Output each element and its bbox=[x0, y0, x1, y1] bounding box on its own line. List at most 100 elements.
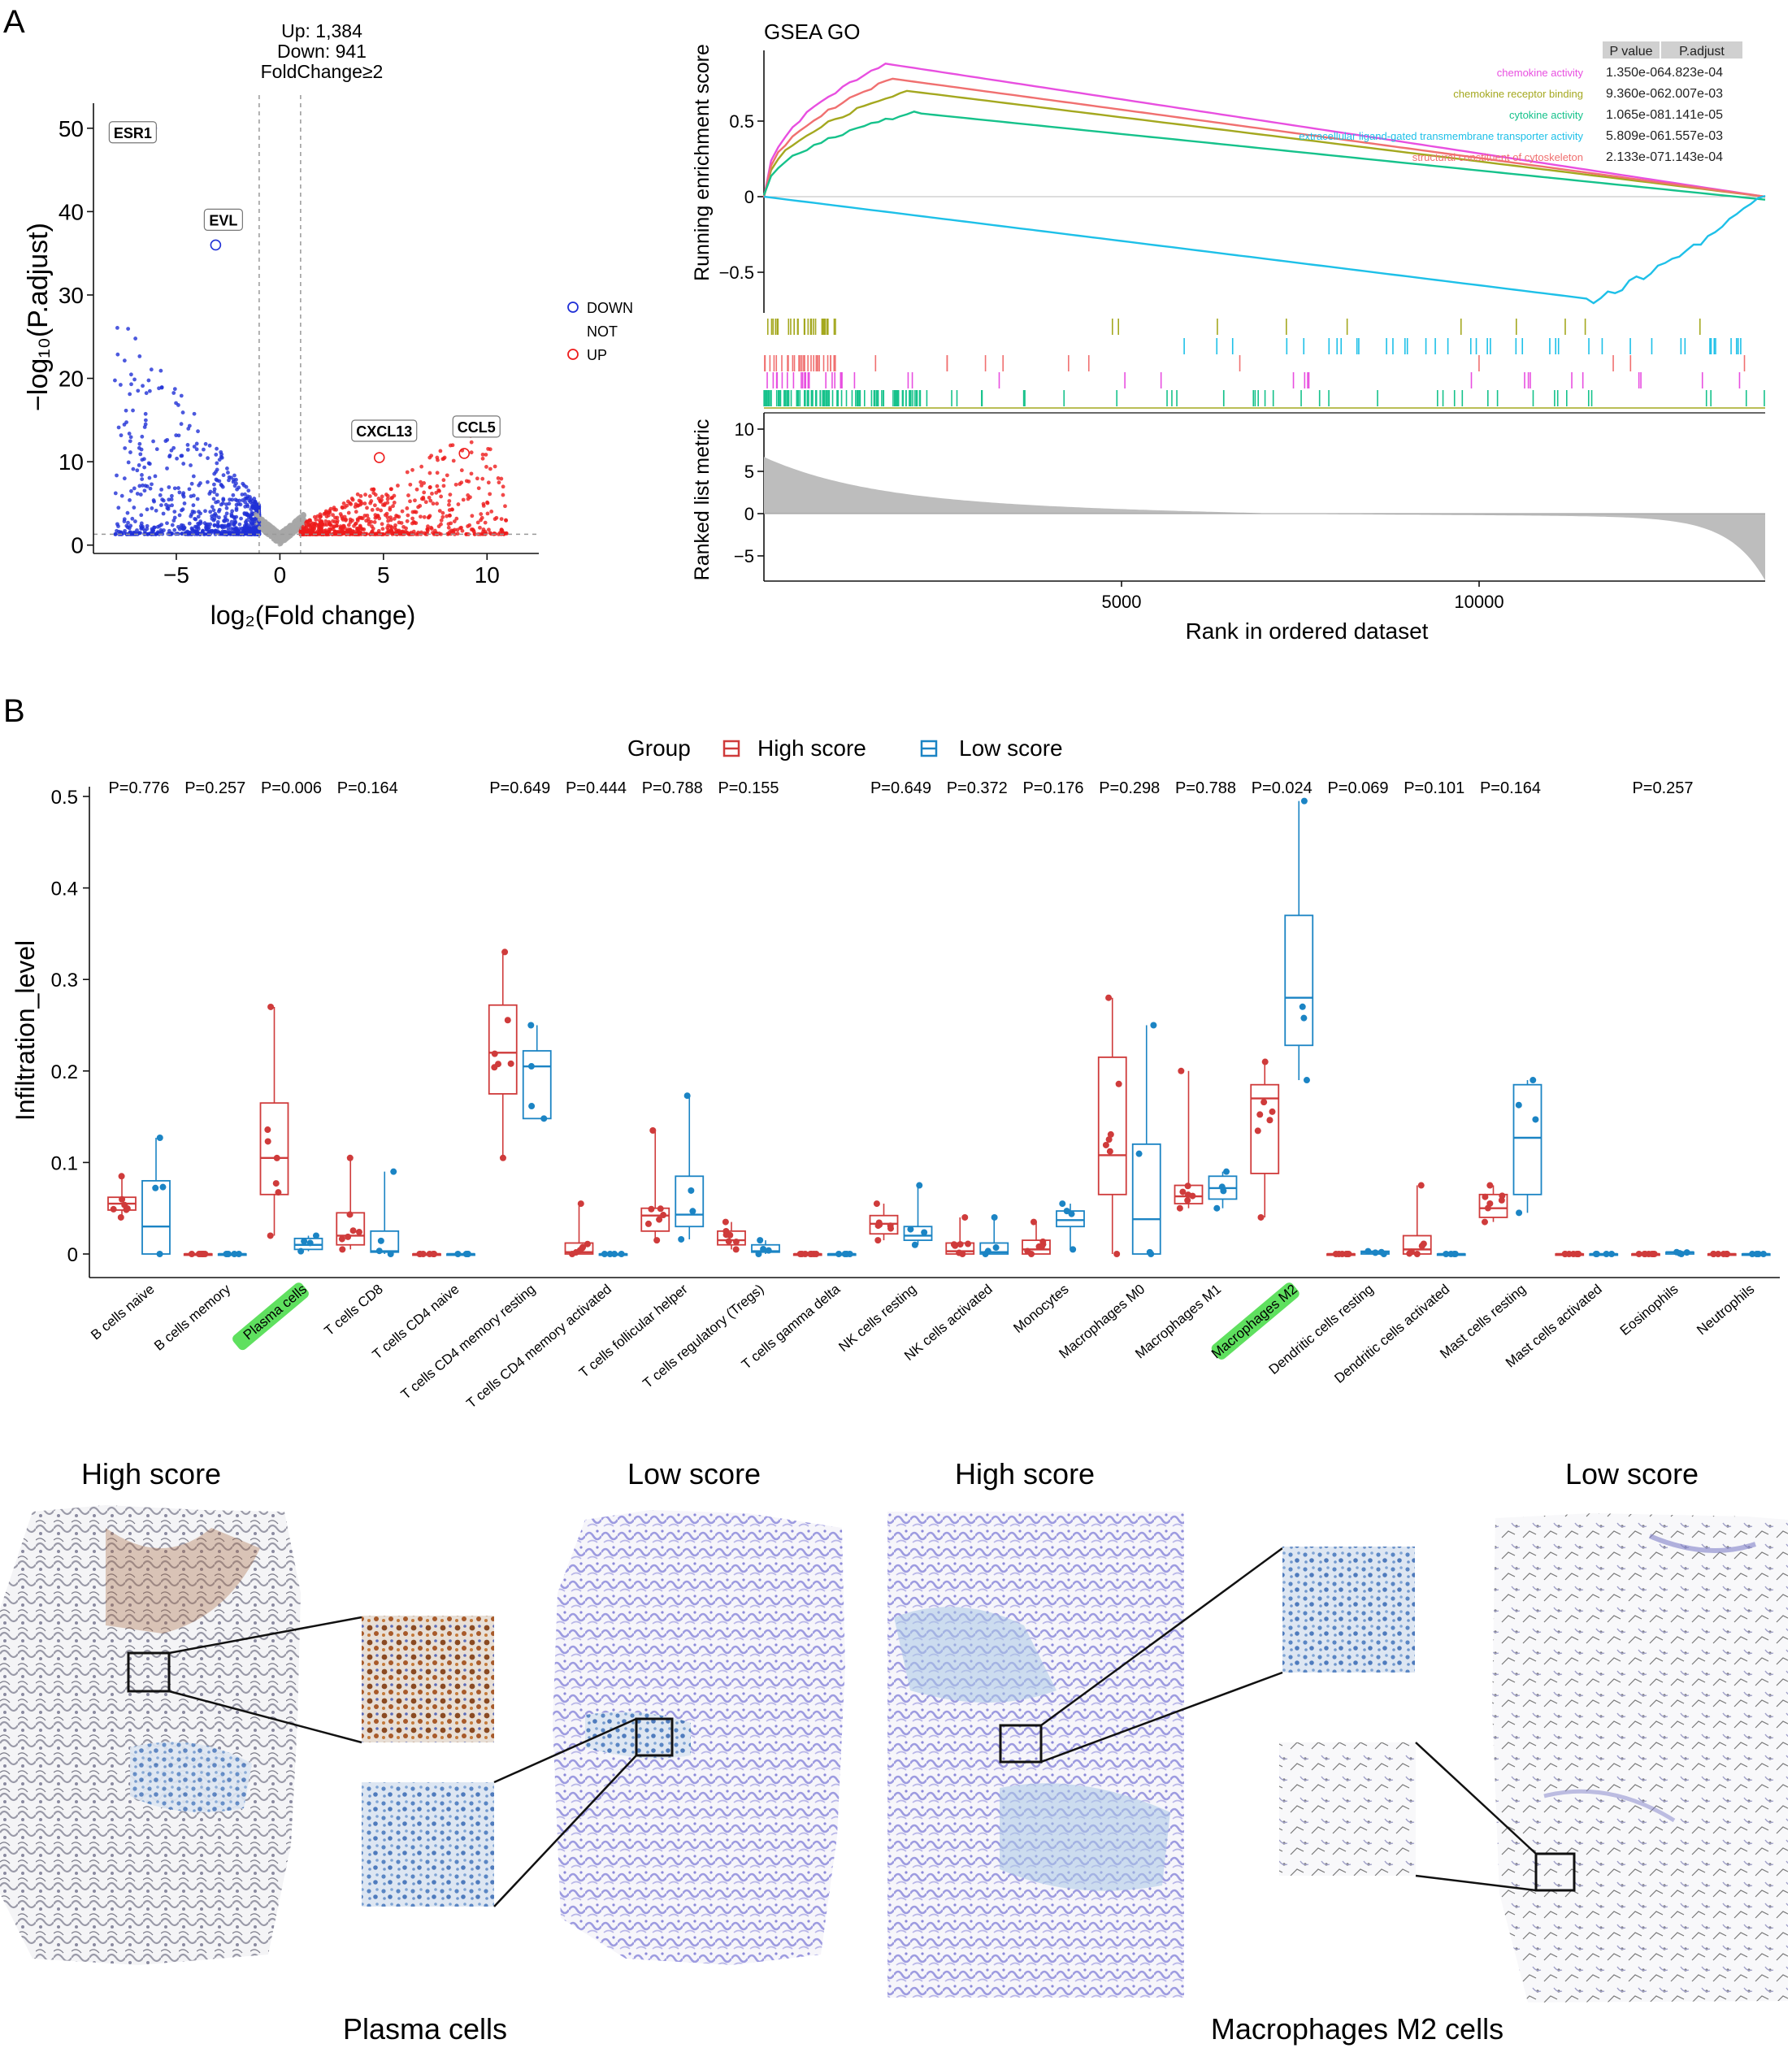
volcano-point bbox=[358, 493, 363, 498]
volcano-point bbox=[455, 532, 460, 536]
volcano-point bbox=[187, 521, 192, 526]
volcano-point bbox=[480, 452, 485, 457]
volcano-point bbox=[226, 525, 231, 530]
volcano-point bbox=[483, 520, 488, 525]
volcano-point bbox=[136, 388, 141, 393]
volcano-point bbox=[119, 530, 124, 535]
volcano-point bbox=[370, 508, 375, 512]
table-pvalue: 1.065e-08 bbox=[1606, 108, 1664, 122]
ihc-macro-low-image bbox=[1415, 1513, 1788, 2002]
volcano-point bbox=[342, 514, 347, 519]
data-point bbox=[644, 1220, 652, 1227]
volcano-point bbox=[243, 504, 248, 509]
volcano-point bbox=[145, 484, 150, 488]
data-point bbox=[1481, 1218, 1488, 1226]
volcano-point bbox=[232, 473, 236, 478]
volcano-point bbox=[129, 488, 133, 493]
volcano-point bbox=[431, 501, 436, 506]
volcano-point bbox=[182, 501, 187, 505]
pvalue-label: P=0.788 bbox=[1175, 779, 1236, 797]
data-point bbox=[1516, 1209, 1523, 1217]
volcano-point bbox=[324, 532, 329, 536]
volcano-point bbox=[192, 411, 197, 416]
data-point bbox=[1266, 1117, 1273, 1124]
volcano-point bbox=[128, 392, 132, 397]
volcano-point bbox=[445, 532, 450, 536]
data-point bbox=[911, 1241, 918, 1248]
volcano-point bbox=[133, 519, 137, 523]
volcano-point bbox=[293, 518, 297, 523]
x-tick-label: −5 bbox=[163, 562, 189, 588]
data-point bbox=[1059, 1200, 1066, 1208]
data-point bbox=[231, 1251, 238, 1257]
volcano-point bbox=[372, 520, 377, 524]
volcano-point bbox=[137, 531, 141, 536]
volcano-point bbox=[341, 505, 345, 510]
volcano-point bbox=[113, 378, 117, 383]
data-point bbox=[1749, 1251, 1756, 1257]
data-point bbox=[992, 1244, 1000, 1252]
volcano-point bbox=[405, 506, 410, 510]
volcano-point bbox=[414, 532, 419, 536]
volcano-point bbox=[308, 520, 313, 525]
data-point bbox=[312, 1232, 319, 1239]
volcano-point bbox=[486, 480, 491, 485]
legend-low-label: Low score bbox=[959, 735, 1063, 761]
data-point bbox=[1184, 1182, 1191, 1190]
es-curve bbox=[763, 194, 1766, 305]
volcano-point bbox=[126, 460, 131, 465]
volcano-point bbox=[190, 509, 195, 514]
volcano-point bbox=[396, 484, 400, 488]
volcano-point bbox=[128, 450, 132, 454]
volcano-point bbox=[373, 492, 378, 497]
volcano-point bbox=[379, 499, 383, 504]
volcano-point bbox=[287, 535, 292, 540]
volcano-point bbox=[180, 410, 185, 414]
data-point bbox=[843, 1251, 850, 1257]
ihc-high-score-left: High score bbox=[81, 1457, 221, 1490]
data-point bbox=[1335, 1251, 1343, 1257]
metric-tick-label: 0 bbox=[744, 504, 754, 524]
category-label: Eosinophils bbox=[1617, 1282, 1681, 1339]
pvalue-label: P=0.006 bbox=[261, 779, 322, 797]
data-point bbox=[235, 1251, 242, 1257]
volcano-point bbox=[350, 497, 355, 502]
volcano-point bbox=[152, 499, 156, 504]
ihc-macro-high-inset bbox=[1282, 1547, 1415, 1673]
volcano-point bbox=[380, 522, 384, 527]
data-point bbox=[264, 1138, 271, 1145]
ihc-zoom-box bbox=[1534, 1852, 1576, 1892]
pvalue-label: P=0.776 bbox=[108, 779, 169, 797]
table-padjust: 1.143e-04 bbox=[1664, 150, 1723, 164]
table-header-bg bbox=[1603, 41, 1660, 59]
volcano-point bbox=[217, 479, 222, 484]
data-point bbox=[1532, 1116, 1539, 1123]
volcano-point bbox=[455, 527, 460, 532]
volcano-point bbox=[133, 336, 138, 341]
x-tick-label: 10 bbox=[475, 562, 500, 588]
data-point bbox=[527, 1022, 535, 1029]
data-point bbox=[152, 1184, 159, 1191]
data-point bbox=[338, 1235, 345, 1243]
volcano-point bbox=[224, 511, 229, 516]
volcano-point bbox=[241, 498, 245, 502]
data-point bbox=[689, 1208, 696, 1215]
volcano-point bbox=[483, 529, 488, 534]
data-point bbox=[1676, 1250, 1683, 1257]
pvalue-label: P=0.298 bbox=[1099, 779, 1160, 797]
volcano-point bbox=[192, 445, 197, 449]
volcano-point bbox=[216, 523, 220, 528]
volcano-point bbox=[501, 484, 505, 489]
volcano-point bbox=[167, 453, 172, 458]
data-point bbox=[1213, 1204, 1221, 1212]
volcano-point bbox=[253, 500, 258, 505]
data-point bbox=[1178, 1067, 1185, 1074]
data-point bbox=[584, 1240, 591, 1247]
volcano-point bbox=[372, 503, 377, 508]
gene-label: ESR1 bbox=[114, 125, 152, 141]
data-point bbox=[1179, 1188, 1187, 1195]
volcano-point bbox=[131, 408, 135, 413]
volcano-point bbox=[210, 505, 215, 510]
volcano-point bbox=[246, 513, 250, 517]
